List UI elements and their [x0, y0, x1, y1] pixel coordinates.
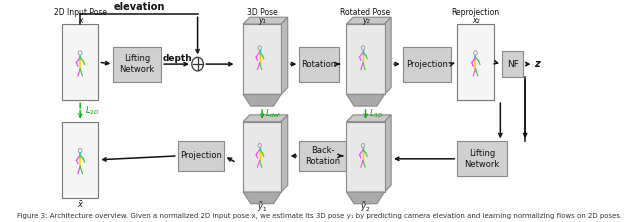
- Polygon shape: [281, 115, 288, 192]
- Polygon shape: [281, 17, 288, 94]
- Text: Rotated Pose: Rotated Pose: [340, 8, 390, 17]
- Text: 3D Pose: 3D Pose: [247, 8, 278, 17]
- Text: z: z: [534, 59, 540, 69]
- Polygon shape: [385, 115, 391, 192]
- FancyBboxPatch shape: [300, 47, 339, 82]
- Text: y₁: y₁: [259, 16, 266, 25]
- Polygon shape: [385, 17, 391, 94]
- FancyBboxPatch shape: [300, 141, 346, 170]
- Polygon shape: [346, 122, 385, 192]
- FancyBboxPatch shape: [458, 24, 493, 100]
- Text: Reprojection: Reprojection: [451, 8, 500, 17]
- Polygon shape: [243, 94, 281, 106]
- Polygon shape: [346, 115, 391, 122]
- Text: 2D Input Pose: 2D Input Pose: [54, 8, 107, 17]
- Text: y₂: y₂: [362, 16, 369, 25]
- Text: $\tilde{y}_1$: $\tilde{y}_1$: [257, 201, 268, 214]
- FancyBboxPatch shape: [62, 122, 99, 198]
- Text: $L_{2D}$: $L_{2D}$: [85, 105, 100, 117]
- Polygon shape: [346, 24, 385, 94]
- Text: NF: NF: [507, 59, 518, 69]
- FancyBboxPatch shape: [178, 141, 224, 170]
- Polygon shape: [243, 192, 281, 204]
- Circle shape: [192, 57, 204, 71]
- Polygon shape: [243, 115, 288, 122]
- FancyBboxPatch shape: [502, 52, 524, 77]
- Text: elevation: elevation: [113, 2, 164, 12]
- Polygon shape: [243, 122, 281, 192]
- Text: $L_{def}$: $L_{def}$: [266, 108, 282, 120]
- Polygon shape: [243, 24, 281, 94]
- Text: $\bar{x}$: $\bar{x}$: [77, 199, 84, 210]
- Text: x: x: [78, 16, 83, 25]
- Text: Projection: Projection: [180, 151, 222, 160]
- Text: $L_{3D}$: $L_{3D}$: [369, 108, 383, 120]
- Text: Lifting
Network: Lifting Network: [465, 149, 500, 168]
- Polygon shape: [346, 17, 391, 24]
- Text: Lifting
Network: Lifting Network: [120, 54, 155, 74]
- Text: Projection: Projection: [406, 59, 447, 69]
- Text: x₂: x₂: [472, 16, 479, 25]
- Text: Back-
Rotation: Back- Rotation: [305, 146, 340, 166]
- FancyBboxPatch shape: [458, 141, 507, 176]
- Text: Figure 3: Architecture overview. Given a normalized 2D input pose x, we estimate: Figure 3: Architecture overview. Given a…: [17, 212, 623, 218]
- Polygon shape: [346, 94, 385, 106]
- FancyBboxPatch shape: [113, 47, 161, 82]
- FancyBboxPatch shape: [403, 47, 451, 82]
- Text: $\tilde{y}_2$: $\tilde{y}_2$: [360, 201, 371, 214]
- Polygon shape: [243, 17, 288, 24]
- Text: depth: depth: [163, 54, 193, 63]
- Text: Rotation: Rotation: [301, 59, 337, 69]
- Polygon shape: [346, 192, 385, 204]
- FancyBboxPatch shape: [62, 24, 99, 100]
